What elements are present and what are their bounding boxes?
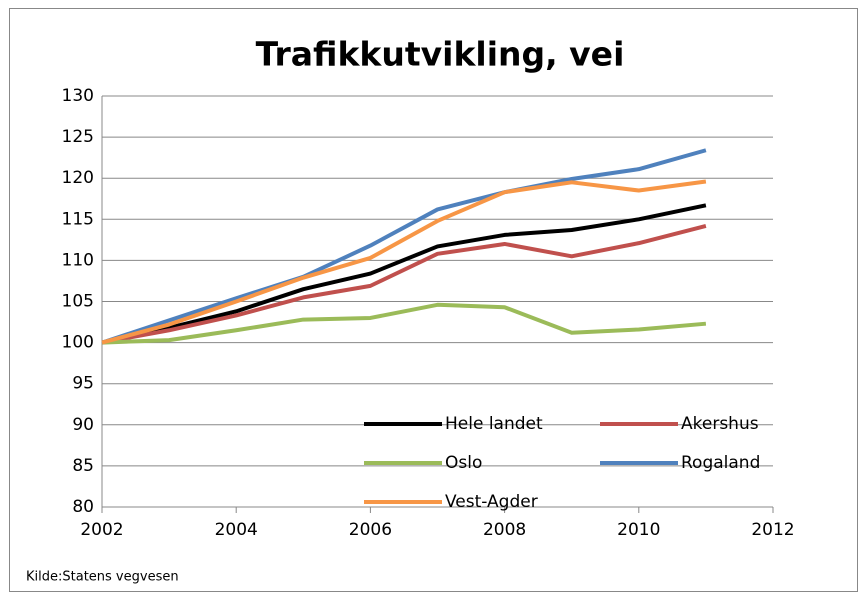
y-tick-label: 130 <box>62 86 94 106</box>
legend-label: Vest-Agder <box>445 492 538 512</box>
y-tick-label: 125 <box>62 127 94 147</box>
y-tick-label: 90 <box>72 415 94 435</box>
source-note: Kilde:Statens vegvesen <box>26 570 179 585</box>
y-tick-label: 115 <box>62 209 94 229</box>
series-line <box>101 302 707 345</box>
series-line <box>101 148 707 345</box>
y-tick-label: 105 <box>62 292 94 312</box>
legend-label: Oslo <box>445 453 482 473</box>
chart-frame <box>9 8 858 592</box>
legend-label: Hele landet <box>445 414 543 434</box>
x-tick-label: 2004 <box>215 520 258 540</box>
series-line <box>101 179 707 345</box>
y-tick-label: 85 <box>72 456 94 476</box>
y-tick-label: 100 <box>62 333 94 353</box>
legend-label: Akershus <box>681 414 759 434</box>
series-line <box>101 223 707 345</box>
y-tick-label: 120 <box>62 168 94 188</box>
chart-title: Trafikkutvikling, vei <box>256 35 625 74</box>
x-tick-label: 2012 <box>751 520 794 540</box>
series-line <box>101 203 707 345</box>
y-tick-label: 95 <box>72 374 94 394</box>
x-tick-label: 2006 <box>349 520 392 540</box>
y-tick-label: 80 <box>72 497 94 517</box>
legend-label: Rogaland <box>681 453 760 473</box>
y-tick-label: 110 <box>62 250 94 270</box>
x-tick-label: 2010 <box>617 520 660 540</box>
x-tick-label: 2002 <box>80 520 123 540</box>
x-tick-label: 2008 <box>483 520 526 540</box>
